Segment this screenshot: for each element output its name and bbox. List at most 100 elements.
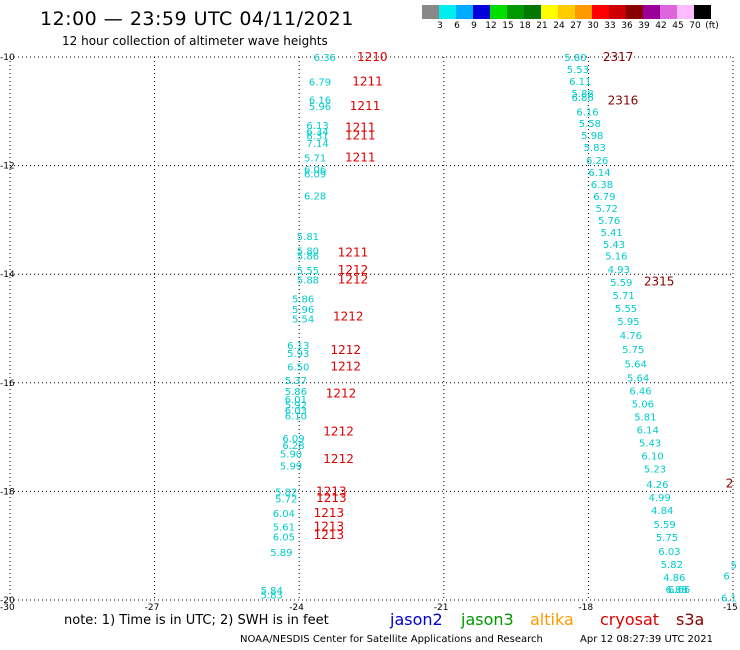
credit-text: NOAA/NESDIS Center for Satellite Applica… bbox=[240, 634, 543, 645]
wave-height-label: 5.82 bbox=[661, 560, 683, 571]
note-text: note: 1) Time is in UTC; 2) SWH is in fe… bbox=[64, 613, 329, 628]
color-scale-label: 12 bbox=[485, 21, 497, 31]
pass-time-label: 1211 bbox=[338, 245, 369, 259]
wave-height-label: 6.28 bbox=[304, 191, 326, 202]
wave-height-label: 6.09 bbox=[282, 434, 304, 445]
wave-height-label: 6.03 bbox=[285, 406, 307, 417]
wave-height-label: 5.83 bbox=[261, 591, 283, 602]
wave-height-label: 6.79 bbox=[309, 77, 331, 88]
color-scale-label: 70 bbox=[689, 21, 701, 31]
wave-height-label: 5.93 bbox=[287, 349, 309, 360]
wave-height-label: 6.10 bbox=[285, 411, 307, 422]
wave-height-label: 6.1 bbox=[721, 593, 737, 604]
wave-height-label: 5.53 bbox=[567, 65, 589, 76]
pass-time-label: 1212 bbox=[338, 273, 369, 287]
wave-height-label: 5.75 bbox=[656, 533, 678, 544]
wave-height-label: 5.59 bbox=[610, 278, 632, 289]
wave-height-label: 6.06 bbox=[304, 165, 326, 176]
wave-height-label: 5.64 bbox=[627, 373, 649, 384]
color-scale-swatch bbox=[626, 5, 643, 19]
pass-time-label: 1212 bbox=[331, 343, 362, 357]
wave-height-label: 6.50 bbox=[287, 363, 309, 374]
wave-height-label: 5.96 bbox=[309, 102, 331, 113]
legend-cryosat: cryosat bbox=[600, 610, 660, 629]
pass-time-label: 1211 bbox=[350, 99, 381, 113]
wave-height-label: 6.09 bbox=[304, 170, 326, 181]
wave-height-label: 6.36 bbox=[314, 53, 336, 64]
wave-height-label: 5.37 bbox=[285, 376, 307, 387]
wave-height-label: 6.03 bbox=[658, 547, 680, 558]
pass-time-label: 1213 bbox=[316, 491, 347, 505]
color-scale-swatch bbox=[609, 5, 626, 19]
color-scale-label: 42 bbox=[655, 21, 667, 31]
color-scale-swatch bbox=[541, 5, 558, 19]
wave-height-label: 5.71 bbox=[304, 153, 326, 164]
pass-time-label: 1213 bbox=[314, 520, 345, 534]
wave-height-label: 4.86 bbox=[663, 573, 685, 584]
color-scale-label: 36 bbox=[621, 21, 633, 31]
wave-height-label: 6.04 bbox=[273, 509, 295, 520]
lon-tick-label: -27 bbox=[145, 603, 160, 613]
wave-height-label: 5.59 bbox=[653, 520, 675, 531]
color-scale-label: 33 bbox=[604, 21, 616, 31]
wave-height-label: 5.81 bbox=[634, 412, 656, 423]
color-scale-swatch bbox=[490, 5, 507, 19]
color-scale-label: 21 bbox=[536, 21, 548, 31]
color-scale-swatch bbox=[643, 5, 660, 19]
pass-time-label: 1211 bbox=[345, 129, 376, 143]
wave-height-label: 5.43 bbox=[639, 439, 661, 450]
lat-tick-label: -20 bbox=[0, 596, 15, 606]
pass-time-label: 1212 bbox=[326, 387, 357, 401]
wave-height-label: 5.86 bbox=[297, 252, 319, 263]
wave-height-label: 6.28 bbox=[282, 441, 304, 452]
color-scale-swatch bbox=[575, 5, 592, 19]
color-scale-label: 3 bbox=[437, 21, 443, 31]
color-scale-swatch bbox=[507, 5, 524, 19]
lat-tick-label: -18 bbox=[0, 487, 15, 497]
pass-time-label: 2 bbox=[726, 476, 734, 490]
color-scale-label: (ft) bbox=[705, 21, 719, 31]
color-scale-swatch bbox=[677, 5, 694, 19]
wave-height-label: 6.13 bbox=[287, 341, 309, 352]
wave-height-label: 5.61 bbox=[273, 523, 295, 534]
legend-jason2: jason2 bbox=[390, 610, 443, 629]
pass-time-label: 1211 bbox=[345, 150, 376, 164]
wave-height-label: 6.13 bbox=[306, 121, 328, 132]
pass-time-label: 1212 bbox=[331, 360, 362, 374]
pass-time-label: 2316 bbox=[608, 93, 639, 107]
wave-height-label: 6.26 bbox=[586, 156, 608, 167]
lat-tick-label: -16 bbox=[0, 379, 15, 389]
lon-tick-label: -21 bbox=[434, 603, 449, 613]
wave-height-label: 6.10 bbox=[641, 452, 663, 463]
wave-height-label: 5.41 bbox=[600, 228, 622, 239]
wave-height-label: 6.14 bbox=[637, 425, 659, 436]
lon-tick-label: -24 bbox=[289, 603, 304, 613]
wave-height-label: 6.46 bbox=[629, 386, 651, 397]
wave-height-label: 6.86 bbox=[572, 93, 594, 104]
wave-height-label: 6.16 bbox=[309, 95, 331, 106]
color-scale-swatch bbox=[422, 5, 439, 19]
lat-tick-label: -12 bbox=[0, 162, 15, 172]
pass-time-label: 1212 bbox=[333, 310, 364, 324]
wave-height-label: 5.76 bbox=[598, 216, 620, 227]
wave-height-label: 5.54 bbox=[292, 315, 314, 326]
wave-height-label: 6.31 bbox=[306, 132, 328, 143]
wave-height-label: 4.76 bbox=[620, 331, 642, 342]
wave-height-label: 4.93 bbox=[608, 265, 630, 276]
color-scale-swatch bbox=[558, 5, 575, 19]
wave-height-label: 6.34 bbox=[306, 127, 328, 138]
color-scale-label: 15 bbox=[502, 21, 514, 31]
color-scale-label: 6 bbox=[454, 21, 460, 31]
pass-time-label: 1212 bbox=[323, 452, 354, 466]
legend-s3a: s3a bbox=[676, 610, 705, 629]
wave-height-label: 6.66 bbox=[668, 585, 690, 596]
lon-tick-label: -15 bbox=[723, 603, 738, 613]
wave-height-label: 5.98 bbox=[581, 131, 603, 142]
color-scale-label: 18 bbox=[519, 21, 531, 31]
wave-height-label: 5.72 bbox=[596, 204, 618, 215]
pass-time-label: 2317 bbox=[603, 50, 634, 64]
wave-height-label: 5.75 bbox=[622, 345, 644, 356]
wave-height-label: 7.14 bbox=[306, 139, 328, 150]
